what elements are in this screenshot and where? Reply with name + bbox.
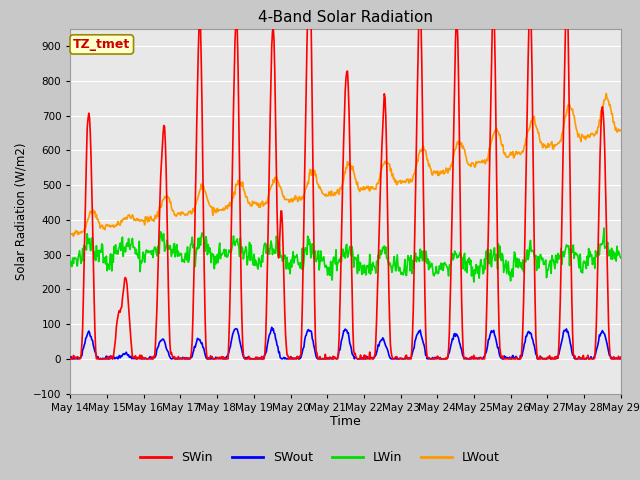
- Title: 4-Band Solar Radiation: 4-Band Solar Radiation: [258, 10, 433, 25]
- X-axis label: Time: Time: [330, 415, 361, 429]
- Text: TZ_tmet: TZ_tmet: [73, 38, 131, 51]
- Legend: SWin, SWout, LWin, LWout: SWin, SWout, LWin, LWout: [135, 446, 505, 469]
- Y-axis label: Solar Radiation (W/m2): Solar Radiation (W/m2): [15, 143, 28, 280]
